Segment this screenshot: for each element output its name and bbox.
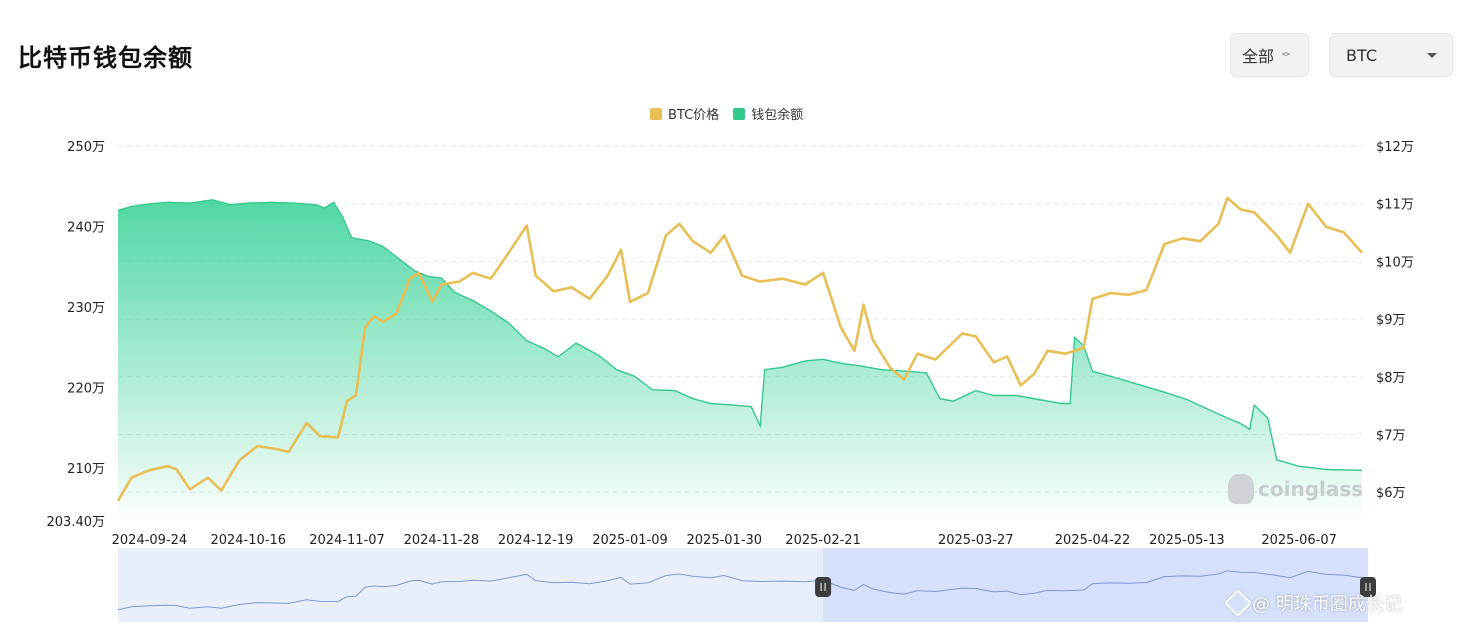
navigator-handle-left[interactable] bbox=[815, 577, 832, 597]
watermark-text: coinglass bbox=[1258, 477, 1364, 501]
right-axis-tick-label: $11万 bbox=[1376, 198, 1414, 213]
x-axis-tick-label: 2025-05-13 bbox=[1149, 533, 1225, 548]
price-line bbox=[116, 196, 1363, 502]
right-axis-tick-label: $9万 bbox=[1376, 313, 1406, 328]
updown-chevron-icon: ︿ ﹀ bbox=[1282, 47, 1291, 62]
x-axis-tick-label: 2025-04-22 bbox=[1055, 533, 1131, 548]
balance-area-layer bbox=[117, 199, 1363, 521]
chart-legend: BTC价格 钱包余额 bbox=[650, 104, 803, 123]
navigator-selection bbox=[823, 548, 1368, 622]
left-axis-ticks: 203.40万 210万 220万 230万 240万 250万 bbox=[47, 140, 106, 530]
navigator-line bbox=[117, 570, 1363, 611]
x-axis-tick-label: 2025-03-27 bbox=[938, 533, 1014, 548]
right-axis-tick-label: $7万 bbox=[1376, 428, 1406, 443]
x-axis-tick-label: 2025-02-21 bbox=[785, 533, 861, 548]
price-line-layer bbox=[116, 196, 1363, 502]
legend-swatch-balance bbox=[733, 107, 746, 120]
legend-label-balance: 钱包余额 bbox=[751, 108, 804, 123]
right-axis-tick-label: $12万 bbox=[1376, 140, 1414, 155]
scope-select-value: 全部 bbox=[1242, 47, 1275, 66]
x-axis-tick-label: 2025-06-07 bbox=[1261, 533, 1337, 548]
x-axis-tick-label: 2024-10-16 bbox=[210, 533, 286, 548]
x-axis-ticks: 2024-09-24 2024-10-16 2024-11-07 2024-11-28… bbox=[112, 533, 1337, 548]
range-navigator[interactable] bbox=[117, 548, 1376, 622]
left-axis-tick-label: 240万 bbox=[67, 220, 105, 235]
legend-label-price: BTC价格 bbox=[668, 108, 720, 123]
coinglass-logo-icon bbox=[1228, 474, 1254, 504]
navigator-handle-right[interactable] bbox=[1360, 577, 1376, 597]
weibo-logo-icon bbox=[1223, 588, 1253, 618]
left-axis-tick-label: 230万 bbox=[67, 301, 105, 316]
right-axis-ticks: $6万 $7万 $8万 $9万 $10万 $11万 $12万 bbox=[1376, 140, 1414, 501]
right-axis-tick-label: $8万 bbox=[1376, 371, 1406, 386]
x-axis-tick-label: 2024-09-24 bbox=[112, 533, 188, 548]
coinglass-watermark: coinglass bbox=[1228, 474, 1363, 504]
scope-select[interactable]: 全部 ︿ ﹀ bbox=[1230, 33, 1309, 77]
page-title: 比特币钱包余额 bbox=[18, 44, 193, 72]
x-axis-tick-label: 2024-11-07 bbox=[309, 533, 385, 548]
handle-grip-icon bbox=[815, 577, 832, 597]
left-axis-tick-label: 210万 bbox=[67, 462, 105, 477]
x-axis-tick-label: 2024-11-28 bbox=[404, 533, 480, 548]
caret-down-icon bbox=[1427, 53, 1437, 58]
legend-swatch-price bbox=[650, 107, 662, 120]
credit-text: @ 明珠币圈成长记 bbox=[1252, 594, 1402, 615]
right-axis-tick-label: $10万 bbox=[1376, 255, 1414, 270]
legend-item-price[interactable]: BTC价格 bbox=[650, 104, 719, 123]
left-axis-tick-label: 250万 bbox=[67, 140, 105, 155]
x-axis-tick-label: 2025-01-30 bbox=[687, 533, 763, 548]
x-axis-tick-label: 2025-01-09 bbox=[592, 533, 668, 548]
right-axis-tick-label: $6万 bbox=[1376, 486, 1406, 501]
left-axis-tick-label: 203.40万 bbox=[47, 515, 106, 530]
legend-item-balance[interactable]: 钱包余额 bbox=[733, 104, 803, 123]
left-axis-tick-label: 220万 bbox=[67, 381, 105, 396]
balance-area-fill bbox=[118, 199, 1362, 521]
coin-select-value: BTC bbox=[1346, 45, 1377, 65]
balance-line bbox=[117, 199, 1363, 471]
coin-select[interactable]: BTC bbox=[1329, 33, 1453, 77]
x-axis-tick-label: 2024-12-19 bbox=[498, 533, 574, 548]
handle-grip-icon bbox=[1360, 577, 1376, 597]
credit-watermark: @ 明珠币圈成长记 bbox=[1223, 588, 1402, 618]
